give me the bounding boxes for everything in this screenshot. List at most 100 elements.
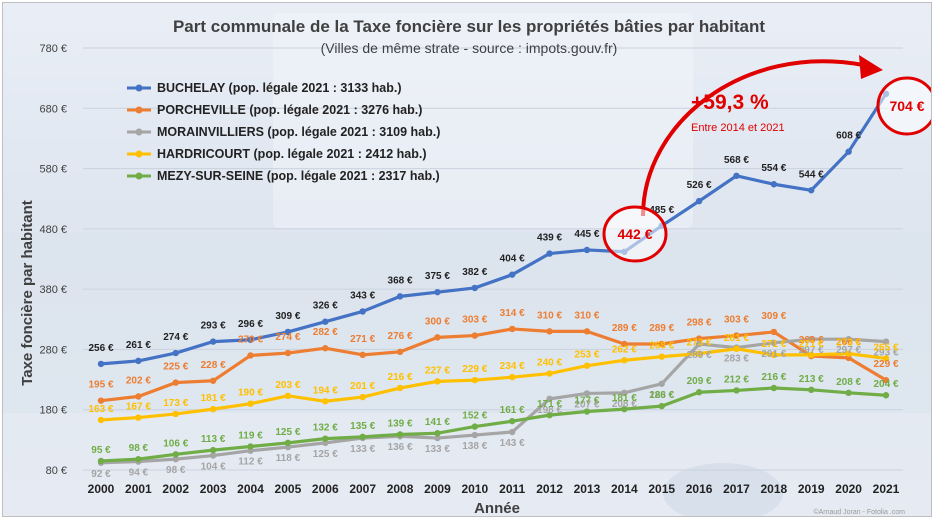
data-label: 289 € xyxy=(649,323,674,334)
data-label: 216 € xyxy=(388,372,413,383)
data-point xyxy=(845,335,852,343)
data-label: 125 € xyxy=(313,449,338,460)
x-tick-label: 2015 xyxy=(648,482,675,496)
data-point xyxy=(434,288,441,296)
data-point xyxy=(434,334,441,341)
data-label: 266 € xyxy=(836,337,861,348)
data-label: 485 € xyxy=(649,205,674,216)
growth-annotation: +59,3 % Entre 2014 et 2021 442 € 704 € xyxy=(602,55,931,263)
data-label: 439 € xyxy=(537,233,562,244)
data-label: 253 € xyxy=(574,350,599,361)
x-tick-label: 2018 xyxy=(761,482,788,496)
y-tick-label: 380 € xyxy=(39,284,67,296)
data-point xyxy=(658,353,665,360)
data-point xyxy=(658,380,665,387)
data-label: 125 € xyxy=(275,427,300,438)
data-label: 141 € xyxy=(425,417,450,428)
x-tick-label: 2010 xyxy=(461,482,488,496)
data-point xyxy=(359,351,366,359)
data-label: 167 € xyxy=(126,402,151,413)
x-tick-label: 2019 xyxy=(798,482,825,496)
y-tick-label: 180 € xyxy=(39,405,67,417)
x-tick-label: 2005 xyxy=(275,482,302,496)
data-point xyxy=(322,398,329,405)
data-label: 291 € xyxy=(761,349,786,360)
x-tick-label: 2021 xyxy=(873,482,900,496)
data-label: 204 € xyxy=(873,379,898,390)
data-label: 177 € xyxy=(574,396,599,407)
data-point xyxy=(247,443,254,450)
data-label: 273 € xyxy=(836,338,861,349)
data-label: 208 € xyxy=(836,377,861,388)
data-labels: 256 € 261 € 274 € 293 € 296 € 309 € 326 € 343 €… xyxy=(88,131,898,480)
data-label: 262 € xyxy=(612,344,637,355)
x-tick-label: 2004 xyxy=(237,482,264,496)
data-label: 271 € xyxy=(799,339,824,350)
data-point xyxy=(882,376,890,384)
end-callout-circle xyxy=(876,76,931,136)
data-label: 274 € xyxy=(163,332,188,343)
data-label: 173 € xyxy=(163,398,188,409)
legend-label: MEZY-SUR-SEINE (pop. légale 2021 : 2317 … xyxy=(157,169,440,183)
x-tick-label: 2020 xyxy=(835,482,862,496)
data-label: 375 € xyxy=(425,271,450,282)
photo-credit: ©Arnaud Joran - Fotolia .com xyxy=(813,508,905,516)
data-point xyxy=(695,335,703,342)
growth-arrowhead xyxy=(859,55,883,79)
data-label: 273 € xyxy=(687,338,712,349)
data-point xyxy=(434,378,441,385)
data-label: 106 € xyxy=(163,438,188,449)
x-tick-label: 2006 xyxy=(312,482,339,496)
data-point xyxy=(471,376,479,384)
data-label: 343 € xyxy=(350,290,375,301)
data-label: 112 € xyxy=(238,457,263,468)
data-point xyxy=(845,389,852,397)
chart-svg: 80 € 180 € 280 € 380 € 480 € 580 € 680 € 780 € 2… xyxy=(19,17,931,516)
data-label: 368 € xyxy=(388,275,413,286)
data-label: 326 € xyxy=(313,301,338,312)
legend-marker xyxy=(135,172,143,180)
data-point xyxy=(209,405,217,413)
data-label: 282 € xyxy=(313,327,338,338)
data-label: 526 € xyxy=(687,180,712,191)
data-point xyxy=(882,355,890,362)
data-label: 270 € xyxy=(238,334,263,345)
data-point xyxy=(209,446,217,454)
x-tick-label: 2000 xyxy=(88,482,115,496)
data-point xyxy=(808,351,815,359)
data-point xyxy=(733,387,740,394)
data-label: 283 € xyxy=(724,354,749,365)
data-point xyxy=(583,408,591,415)
data-label: 203 € xyxy=(275,380,300,391)
series-lines xyxy=(97,90,890,466)
data-point xyxy=(135,357,142,365)
growth-arc xyxy=(641,59,864,217)
data-point xyxy=(209,452,217,459)
data-point xyxy=(882,338,890,345)
data-label: 194 € xyxy=(313,385,338,396)
data-point xyxy=(97,397,105,404)
series-line xyxy=(100,347,887,422)
x-tick-label: 2007 xyxy=(349,482,376,496)
data-label: 201 € xyxy=(350,381,375,392)
x-tick-label: 2016 xyxy=(686,482,713,496)
data-label: 152 € xyxy=(462,411,487,422)
data-label: 608 € xyxy=(836,131,861,142)
data-point xyxy=(546,411,553,419)
data-point xyxy=(508,271,516,278)
data-label: 300 € xyxy=(425,316,450,327)
data-label: 269 € xyxy=(799,335,824,346)
data-point xyxy=(471,332,479,339)
background-watermark xyxy=(3,13,931,516)
data-label: 139 € xyxy=(388,418,413,429)
data-point xyxy=(247,400,254,407)
data-point xyxy=(546,250,553,257)
data-label: 303 € xyxy=(724,315,749,326)
data-label: 229 € xyxy=(462,364,487,375)
data-label: 171 € xyxy=(537,399,562,410)
data-point xyxy=(621,340,628,348)
data-point xyxy=(172,451,179,458)
data-label: 95 € xyxy=(91,445,111,456)
series-line xyxy=(100,337,887,465)
growth-value: +59,3 % xyxy=(691,91,769,114)
